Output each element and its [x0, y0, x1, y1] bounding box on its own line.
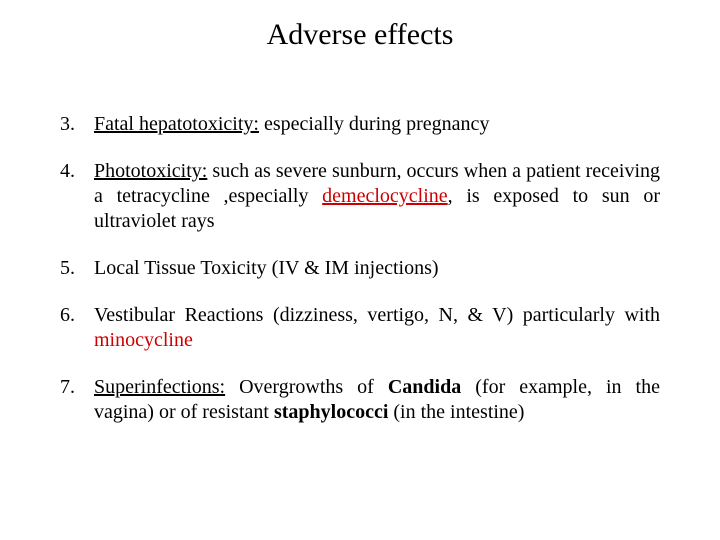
item-text: Vestibular Reactions (dizziness, vertigo… [94, 304, 660, 326]
item-text: especially during pregnancy [259, 113, 489, 135]
item-body: Fatal hepatotoxicity: especially during … [94, 112, 660, 137]
item-number: 5. [60, 256, 94, 281]
item-number: 6. [60, 303, 94, 353]
list-item: 5. Local Tissue Toxicity (IV & IM inject… [60, 256, 660, 281]
item-number: 4. [60, 159, 94, 234]
item-body: Phototoxicity: such as severe sunburn, o… [94, 159, 660, 234]
item-text: Overgrowths of [225, 376, 388, 398]
list-item: 4. Phototoxicity: such as severe sunburn… [60, 159, 660, 234]
item-text: Local Tissue Toxicity (IV & IM injection… [94, 257, 439, 279]
highlight-drug: minocycline [94, 329, 193, 351]
bold-term: staphylococci [274, 401, 388, 423]
item-number: 3. [60, 112, 94, 137]
item-body: Local Tissue Toxicity (IV & IM injection… [94, 256, 660, 281]
highlight-drug: demeclocycline [322, 185, 448, 207]
slide: Adverse effects 3. Fatal hepatotoxicity:… [0, 0, 720, 540]
item-body: Superinfections: Overgrowths of Candida … [94, 375, 660, 425]
slide-title: Adverse effects [60, 18, 660, 52]
list-item: 7. Superinfections: Overgrowths of Candi… [60, 375, 660, 425]
item-number: 7. [60, 375, 94, 425]
adverse-effects-list: 3. Fatal hepatotoxicity: especially duri… [60, 112, 660, 425]
item-text: (in the intestine) [388, 401, 524, 423]
list-item: 3. Fatal hepatotoxicity: especially duri… [60, 112, 660, 137]
item-lead: Superinfections: [94, 376, 225, 398]
list-item: 6. Vestibular Reactions (dizziness, vert… [60, 303, 660, 353]
bold-term: Candida [388, 376, 461, 398]
item-lead: Phototoxicity: [94, 160, 207, 182]
item-lead: Fatal hepatotoxicity: [94, 113, 259, 135]
item-body: Vestibular Reactions (dizziness, vertigo… [94, 303, 660, 353]
